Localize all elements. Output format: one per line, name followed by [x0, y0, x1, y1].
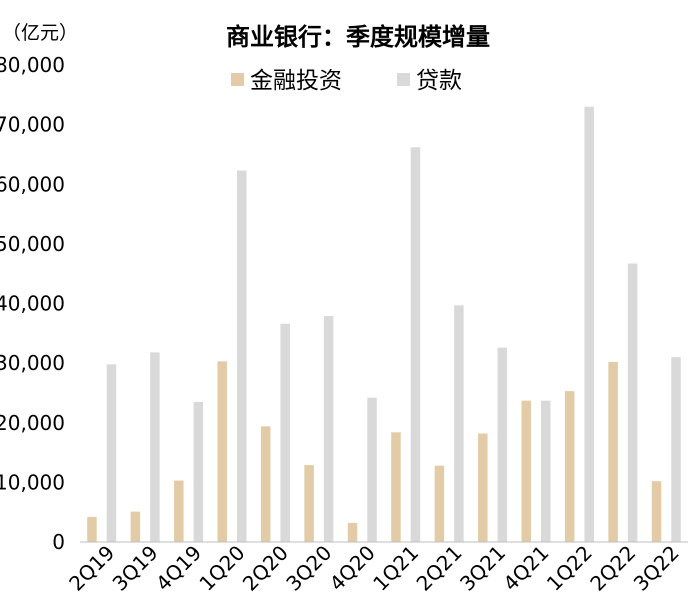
x-tick-label: 3Q20	[281, 541, 336, 596]
bar-loans-3Q21	[497, 347, 508, 542]
x-tick-label: 4Q21	[498, 541, 553, 596]
bar-financial-investment-3Q22	[651, 481, 662, 542]
legend: 金融投资 贷款	[231, 68, 462, 94]
x-axis: 2Q193Q194Q191Q202Q203Q204Q201Q212Q213Q21…	[64, 541, 684, 596]
bar-loans-2Q22	[627, 263, 638, 542]
bar-financial-investment-3Q20	[304, 465, 314, 542]
bar-financial-investment-1Q20	[217, 361, 227, 542]
bar-loans-3Q19	[150, 352, 160, 542]
bar-financial-investment-3Q19	[130, 511, 141, 542]
x-tick-label: 4Q20	[325, 541, 380, 596]
bar-financial-investment-2Q20	[260, 426, 271, 542]
x-tick-label: 2Q21	[412, 541, 467, 596]
legend-label-financial-investment: 金融投资	[250, 68, 342, 94]
x-tick-label: 2Q20	[238, 541, 293, 596]
legend-swatch-financial-investment	[231, 73, 244, 86]
y-tick-label: 30,000	[0, 351, 65, 375]
y-tick-label: 10,000	[0, 470, 65, 494]
bar-loans-3Q20	[323, 316, 334, 542]
x-tick-label: 2Q19	[64, 541, 119, 596]
bar-financial-investment-3Q21	[478, 433, 488, 542]
bar-financial-investment-2Q21	[434, 465, 445, 542]
bar-loans-4Q21	[541, 400, 551, 542]
x-tick-label: 3Q21	[455, 541, 510, 596]
x-tick-label: 3Q22	[629, 541, 684, 596]
bar-loans-2Q21	[454, 305, 464, 542]
bar-loans-2Q20	[280, 323, 290, 542]
x-tick-label: 4Q19	[151, 541, 206, 596]
bar-loans-1Q21	[410, 147, 421, 542]
y-tick-label: 50,000	[0, 232, 65, 256]
bar-financial-investment-2Q19	[87, 516, 97, 542]
bar-loans-4Q20	[367, 397, 377, 542]
x-tick-label: 1Q21	[368, 541, 423, 596]
bar-loans-1Q22	[584, 106, 594, 543]
legend-label-loans: 贷款	[416, 68, 462, 94]
x-tick-label: 2Q22	[585, 541, 640, 596]
bar-loans-1Q20	[237, 170, 247, 542]
bar-financial-investment-4Q20	[347, 522, 358, 542]
x-tick-label: 1Q22	[542, 541, 597, 596]
x-tick-label: 3Q19	[108, 541, 163, 596]
bar-loans-3Q22	[671, 357, 681, 542]
bar-financial-investment-1Q21	[391, 432, 401, 542]
bar-financial-investment-4Q19	[174, 480, 184, 542]
unit-label: （亿元）	[2, 22, 78, 44]
y-tick-label: 0	[52, 530, 65, 554]
bar-financial-investment-2Q22	[608, 361, 618, 542]
bar-financial-investment-4Q21	[521, 400, 531, 542]
y-tick-label: 20,000	[0, 411, 65, 435]
chart-title: 商业银行：季度规模增量	[226, 23, 490, 51]
bar-loans-4Q19	[193, 401, 204, 542]
bar-financial-investment-1Q22	[564, 391, 575, 542]
bars	[87, 106, 681, 543]
bar-loans-2Q19	[106, 364, 117, 542]
y-tick-label: 80,000	[0, 53, 65, 77]
legend-swatch-loans	[397, 73, 410, 86]
y-tick-label: 40,000	[0, 292, 65, 316]
y-axis: 0 10,000 20,000 30,000 40,000 50,000 60,000 70,…	[0, 53, 65, 554]
x-tick-label: 1Q20	[194, 541, 249, 596]
y-tick-label: 60,000	[0, 172, 65, 196]
y-tick-label: 70,000	[0, 113, 65, 137]
